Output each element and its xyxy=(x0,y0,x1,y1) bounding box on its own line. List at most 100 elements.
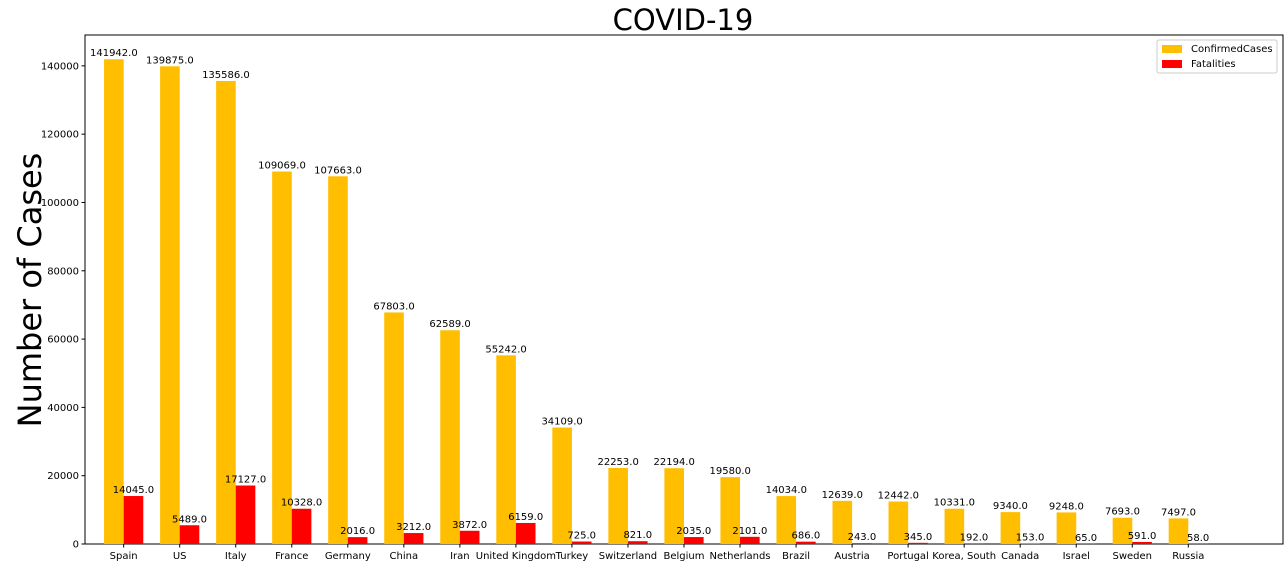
x-tick-label: Germany xyxy=(325,551,371,562)
bar-confirmed-cases xyxy=(776,496,797,544)
legend-label-confirmed: ConfirmedCases xyxy=(1191,44,1273,55)
bar-confirmed-cases xyxy=(440,330,460,544)
bar-label-fatalities: 821.0 xyxy=(623,530,652,541)
bar-fatalities xyxy=(796,541,816,544)
x-tick-label: Turkey xyxy=(555,551,589,562)
y-axis-label: Number of Cases xyxy=(11,153,49,428)
bar-label-fatalities: 591.0 xyxy=(1128,531,1157,542)
bar-label-fatalities: 243.0 xyxy=(848,532,877,543)
bar-fatalities xyxy=(235,485,256,544)
bar-confirmed-cases xyxy=(664,468,684,544)
bar-fatalities xyxy=(291,508,312,544)
bar-fatalities xyxy=(179,525,200,544)
x-tick-label: Israel xyxy=(1063,551,1090,562)
bar-confirmed-cases xyxy=(552,427,572,544)
bar-fatalities xyxy=(123,496,144,544)
bar-fatalities xyxy=(515,522,536,544)
bar-confirmed-cases xyxy=(384,312,404,544)
plot-area: 0 20000 40000 60000 80000 100000 120000 140000 S… xyxy=(41,34,1284,562)
bar-fatalities xyxy=(684,537,704,544)
bar-label-confirmed-cases: 107663.0 xyxy=(314,165,362,176)
bar-label-fatalities: 6159.0 xyxy=(508,512,543,523)
bar-confirmed-cases xyxy=(1056,512,1077,544)
x-tick-label: China xyxy=(390,551,419,562)
x-tick-label: US xyxy=(173,551,187,562)
bar-label-confirmed-cases: 14034.0 xyxy=(766,485,807,496)
bar-confirmed-cases xyxy=(160,66,180,544)
x-tick-label: France xyxy=(275,551,308,562)
bar-confirmed-cases xyxy=(216,80,236,544)
x-tick-label: Iran xyxy=(450,551,470,562)
x-tick-label: United Kingdom xyxy=(476,551,556,562)
bar-fatalities xyxy=(740,536,760,544)
bar-fatalities xyxy=(627,541,648,544)
bar-confirmed-cases xyxy=(944,508,965,544)
bar-label-confirmed-cases: 109069.0 xyxy=(258,161,306,172)
legend: ConfirmedCases Fatalities xyxy=(1156,39,1278,74)
bar-label-fatalities: 2016.0 xyxy=(340,526,375,537)
bar-label-confirmed-cases: 22253.0 xyxy=(597,457,638,468)
bar-label-confirmed-cases: 62589.0 xyxy=(429,319,470,330)
bar-confirmed-cases xyxy=(1112,517,1133,544)
bar-confirmed-cases xyxy=(832,500,853,544)
bar-label-fatalities: 3872.0 xyxy=(452,520,487,531)
bar-confirmed-cases xyxy=(328,176,348,545)
x-tick-label: Austria xyxy=(834,551,869,562)
bar-confirmed-cases xyxy=(608,468,628,544)
legend-box xyxy=(1156,39,1278,74)
bar-label-fatalities: 14045.0 xyxy=(113,485,154,496)
x-tick-label: Belgium xyxy=(664,551,705,562)
bar-label-confirmed-cases: 9248.0 xyxy=(1049,501,1084,512)
bar-confirmed-cases xyxy=(720,477,741,544)
y-tick-label: 80000 xyxy=(47,266,79,277)
bar-fatalities xyxy=(964,543,984,544)
bar-fatalities xyxy=(908,542,928,544)
x-tick-label: Switzerland xyxy=(599,551,657,562)
bar-label-confirmed-cases: 19580.0 xyxy=(710,466,751,477)
bar-label-confirmed-cases: 9340.0 xyxy=(993,501,1028,512)
y-tick-label: 20000 xyxy=(47,471,79,482)
legend-swatch-confirmed xyxy=(1162,45,1182,53)
x-tick-label: Italy xyxy=(225,551,247,562)
bar-confirmed-cases xyxy=(1000,512,1021,544)
bar-fatalities xyxy=(1132,541,1152,544)
bar-fatalities xyxy=(852,543,872,544)
bar-confirmed-cases xyxy=(104,59,124,545)
bar-confirmed-cases xyxy=(272,171,292,544)
bar-fatalities xyxy=(347,537,368,544)
bar-label-confirmed-cases: 67803.0 xyxy=(373,301,414,312)
bar-label-confirmed-cases: 55242.0 xyxy=(485,344,526,355)
bar-label-confirmed-cases: 34109.0 xyxy=(541,417,582,428)
y-tick-label: 0 xyxy=(73,540,79,551)
bar-label-confirmed-cases: 10331.0 xyxy=(934,498,975,509)
y-tick-label: 140000 xyxy=(41,61,79,72)
x-tick-label: Portugal xyxy=(887,551,928,562)
bar-label-confirmed-cases: 7497.0 xyxy=(1161,507,1196,518)
legend-swatch-fatalities xyxy=(1162,60,1182,68)
bar-label-fatalities: 345.0 xyxy=(904,532,933,543)
bar-label-fatalities: 725.0 xyxy=(567,531,596,542)
legend-label-fatalities: Fatalities xyxy=(1191,59,1236,70)
bar-fatalities xyxy=(571,541,592,544)
x-tick-label: Russia xyxy=(1172,551,1204,562)
bar-label-fatalities: 3212.0 xyxy=(396,522,431,533)
y-tick-label: 60000 xyxy=(47,335,79,346)
y-tick-label: 120000 xyxy=(41,130,79,141)
x-tick-label: Sweden xyxy=(1113,551,1153,562)
x-tick-label: Korea, South xyxy=(932,551,996,562)
x-tick-label: Canada xyxy=(1001,551,1039,562)
bar-confirmed-cases xyxy=(1168,518,1189,544)
x-tick-label: Netherlands xyxy=(710,551,771,562)
bar-confirmed-cases xyxy=(888,501,909,544)
bar-label-confirmed-cases: 12442.0 xyxy=(878,491,919,502)
y-tick-label: 40000 xyxy=(47,403,79,414)
bar-label-confirmed-cases: 12639.0 xyxy=(822,490,863,501)
x-tick-label: Spain xyxy=(110,551,138,562)
bar-label-confirmed-cases: 141942.0 xyxy=(90,48,138,59)
bar-label-fatalities: 192.0 xyxy=(960,532,989,543)
bar-label-fatalities: 17127.0 xyxy=(225,475,266,486)
bar-label-fatalities: 2101.0 xyxy=(732,526,767,537)
y-tick-label: 100000 xyxy=(41,198,79,209)
